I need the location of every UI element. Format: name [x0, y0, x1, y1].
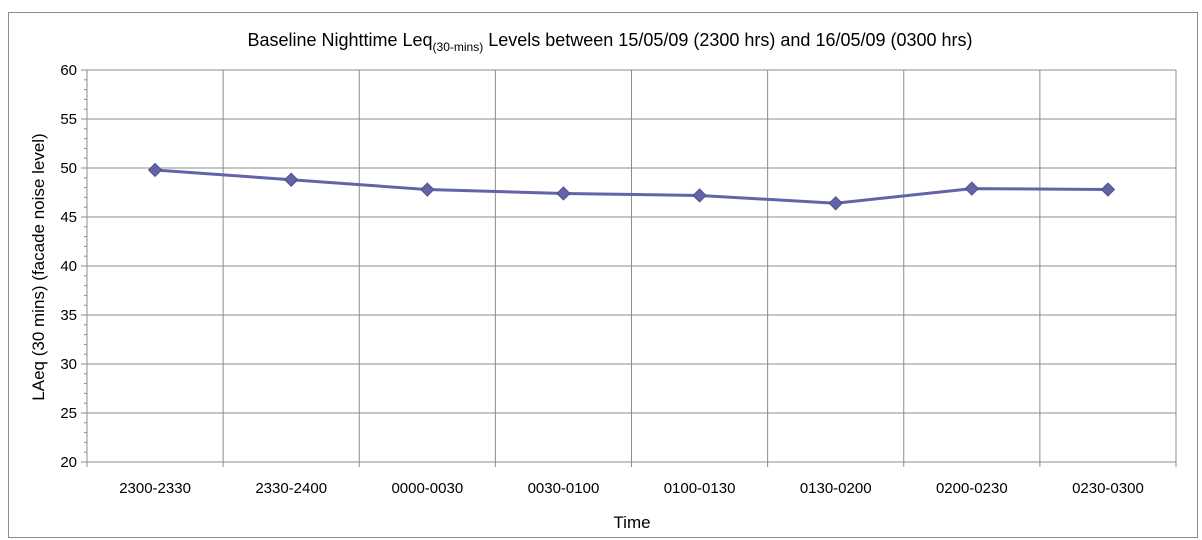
data-point-marker	[828, 196, 843, 211]
x-tick-label: 2300-2330	[119, 480, 191, 497]
x-tick-label: 0230-0300	[1072, 480, 1144, 497]
x-tick-label: 0130-0200	[800, 480, 872, 497]
y-tick-label: 30	[60, 356, 77, 373]
y-tick-label: 40	[60, 258, 77, 275]
y-tick-label: 35	[60, 307, 77, 324]
series-group	[147, 162, 1116, 211]
y-tick-label: 25	[60, 405, 77, 422]
y-axis-title: LAeq (30 mins) (facade noise level)	[29, 133, 48, 400]
y-tick-label: 20	[60, 454, 77, 471]
series-line	[154, 168, 1108, 205]
chart-title-subscript: (30-mins)	[433, 40, 484, 54]
data-point-marker	[692, 188, 707, 203]
y-tick-label: 60	[60, 62, 77, 79]
y-tick-label: 55	[60, 111, 77, 128]
y-tick-label: 50	[60, 160, 77, 177]
data-point-marker	[1100, 182, 1116, 197]
chart-title-suffix: Levels between 15/05/09 (2300 hrs) and 1…	[483, 30, 972, 50]
data-point-marker	[147, 162, 163, 178]
chart-frame	[8, 12, 1198, 538]
y-tick-labels: 20 25 30 35 40 45 50 55 60	[60, 62, 77, 471]
gridlines	[87, 69, 1177, 462]
x-tick-label: 0030-0100	[528, 480, 600, 497]
data-point-marker	[283, 172, 299, 187]
y-tick-label: 45	[60, 209, 77, 226]
data-point-marker	[420, 182, 435, 197]
x-tick-label: 0000-0030	[391, 480, 463, 497]
x-axis-title: Time	[613, 513, 650, 532]
x-tick-label: 0100-0130	[664, 480, 736, 497]
chart-title: Baseline Nighttime Leq(30-mins) Levels b…	[247, 30, 972, 54]
axes	[81, 69, 1177, 467]
chart-title-prefix: Baseline Nighttime Leq	[247, 30, 432, 50]
x-tick-labels: 2300-2330 2330-2400 0000-0030 0030-0100 0100…	[119, 480, 1144, 497]
x-tick-label: 0200-0230	[936, 480, 1008, 497]
data-point-marker	[556, 186, 571, 201]
x-tick-label: 2330-2400	[255, 480, 327, 497]
data-point-marker	[964, 181, 980, 196]
